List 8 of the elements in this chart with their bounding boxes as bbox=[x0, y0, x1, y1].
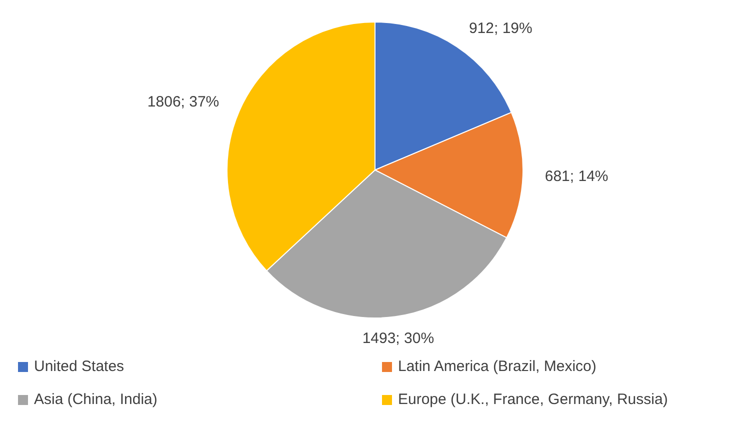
data-label: 681; 14% bbox=[544, 168, 608, 185]
data-label: 1493; 30% bbox=[362, 330, 434, 347]
legend-label: United States bbox=[34, 358, 124, 375]
legend-label: Asia (China, India) bbox=[34, 391, 158, 408]
data-label: 1806; 37% bbox=[147, 94, 220, 111]
legend-label: Europe (U.K., France, Germany, Russia) bbox=[398, 391, 668, 408]
data-label: 912; 19% bbox=[468, 20, 532, 37]
legend-label: Latin America (Brazil, Mexico) bbox=[398, 358, 596, 375]
